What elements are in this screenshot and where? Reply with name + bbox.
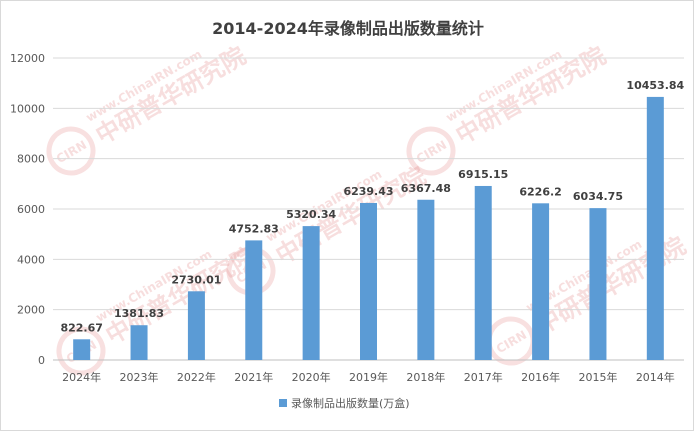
data-label: 4752.83 [229,222,279,235]
data-label: 6239.43 [343,185,393,198]
y-tick-label: 8000 [17,153,45,166]
x-tick-label: 2024年 [62,370,101,384]
data-label: 1381.83 [114,307,164,320]
bar [130,325,148,360]
bar [245,240,263,360]
data-label: 10453.84 [626,79,684,92]
y-tick-label: 2000 [17,304,45,317]
legend: 录像制品出版数量(万盒) [279,396,410,410]
bar [73,339,91,360]
data-label: 6226.2 [519,185,561,198]
y-tick-label: 0 [38,354,45,367]
x-tick-label: 2023年 [120,370,159,384]
data-label: 6915.15 [458,168,508,181]
x-tick-label: 2017年 [464,370,503,384]
x-tick-label: 2020年 [292,370,331,384]
y-axis-ticks: 0 2000 4000 6000 8000 10000 12000 [10,52,45,367]
y-tick-label: 6000 [17,203,45,216]
bar [474,185,492,360]
bar [302,226,320,360]
data-label: 6034.75 [573,190,623,203]
x-tick-label: 2022年 [177,370,216,384]
y-tick-label: 12000 [10,52,45,65]
bar [417,199,435,360]
x-axis-ticks: 2024年 2023年 2022年 2021年 2020年 2019年 2018年 2017年… [62,370,675,384]
bar [589,208,607,360]
watermark-logo-ring [46,126,96,176]
data-label: 2730.01 [171,273,221,286]
data-label: 5320.34 [286,208,336,221]
y-tick-label: 4000 [17,253,45,266]
watermark-logo-ring [406,126,456,176]
chart-title: 2014-2024年录像制品出版数量统计 [212,19,484,38]
data-label: 822.67 [60,321,102,334]
bar [646,96,664,361]
bar [532,203,550,360]
y-tick-label: 10000 [10,102,45,115]
bar [360,202,377,360]
bar [187,291,205,360]
bars [73,96,664,361]
x-tick-label: 2018年 [406,370,445,384]
watermark-logo: CIRN [54,138,89,166]
watermark-logo: CIRN [494,328,529,356]
legend-swatch [279,399,287,407]
legend-label: 录像制品出版数量(万盒) [291,396,410,410]
x-tick-label: 2019年 [349,370,388,384]
watermark-logo: CIRN [414,138,449,166]
data-label: 6367.48 [401,182,451,195]
x-tick-label: 2015年 [578,370,617,384]
x-tick-label: 2021年 [234,370,273,384]
data-labels: 822.67 1381.83 2730.01 4752.83 5320.34 6239.4… [60,79,684,334]
watermark-logo-ring [56,326,106,376]
x-tick-label: 2016年 [521,370,560,384]
x-tick-label: 2014年 [636,370,675,384]
